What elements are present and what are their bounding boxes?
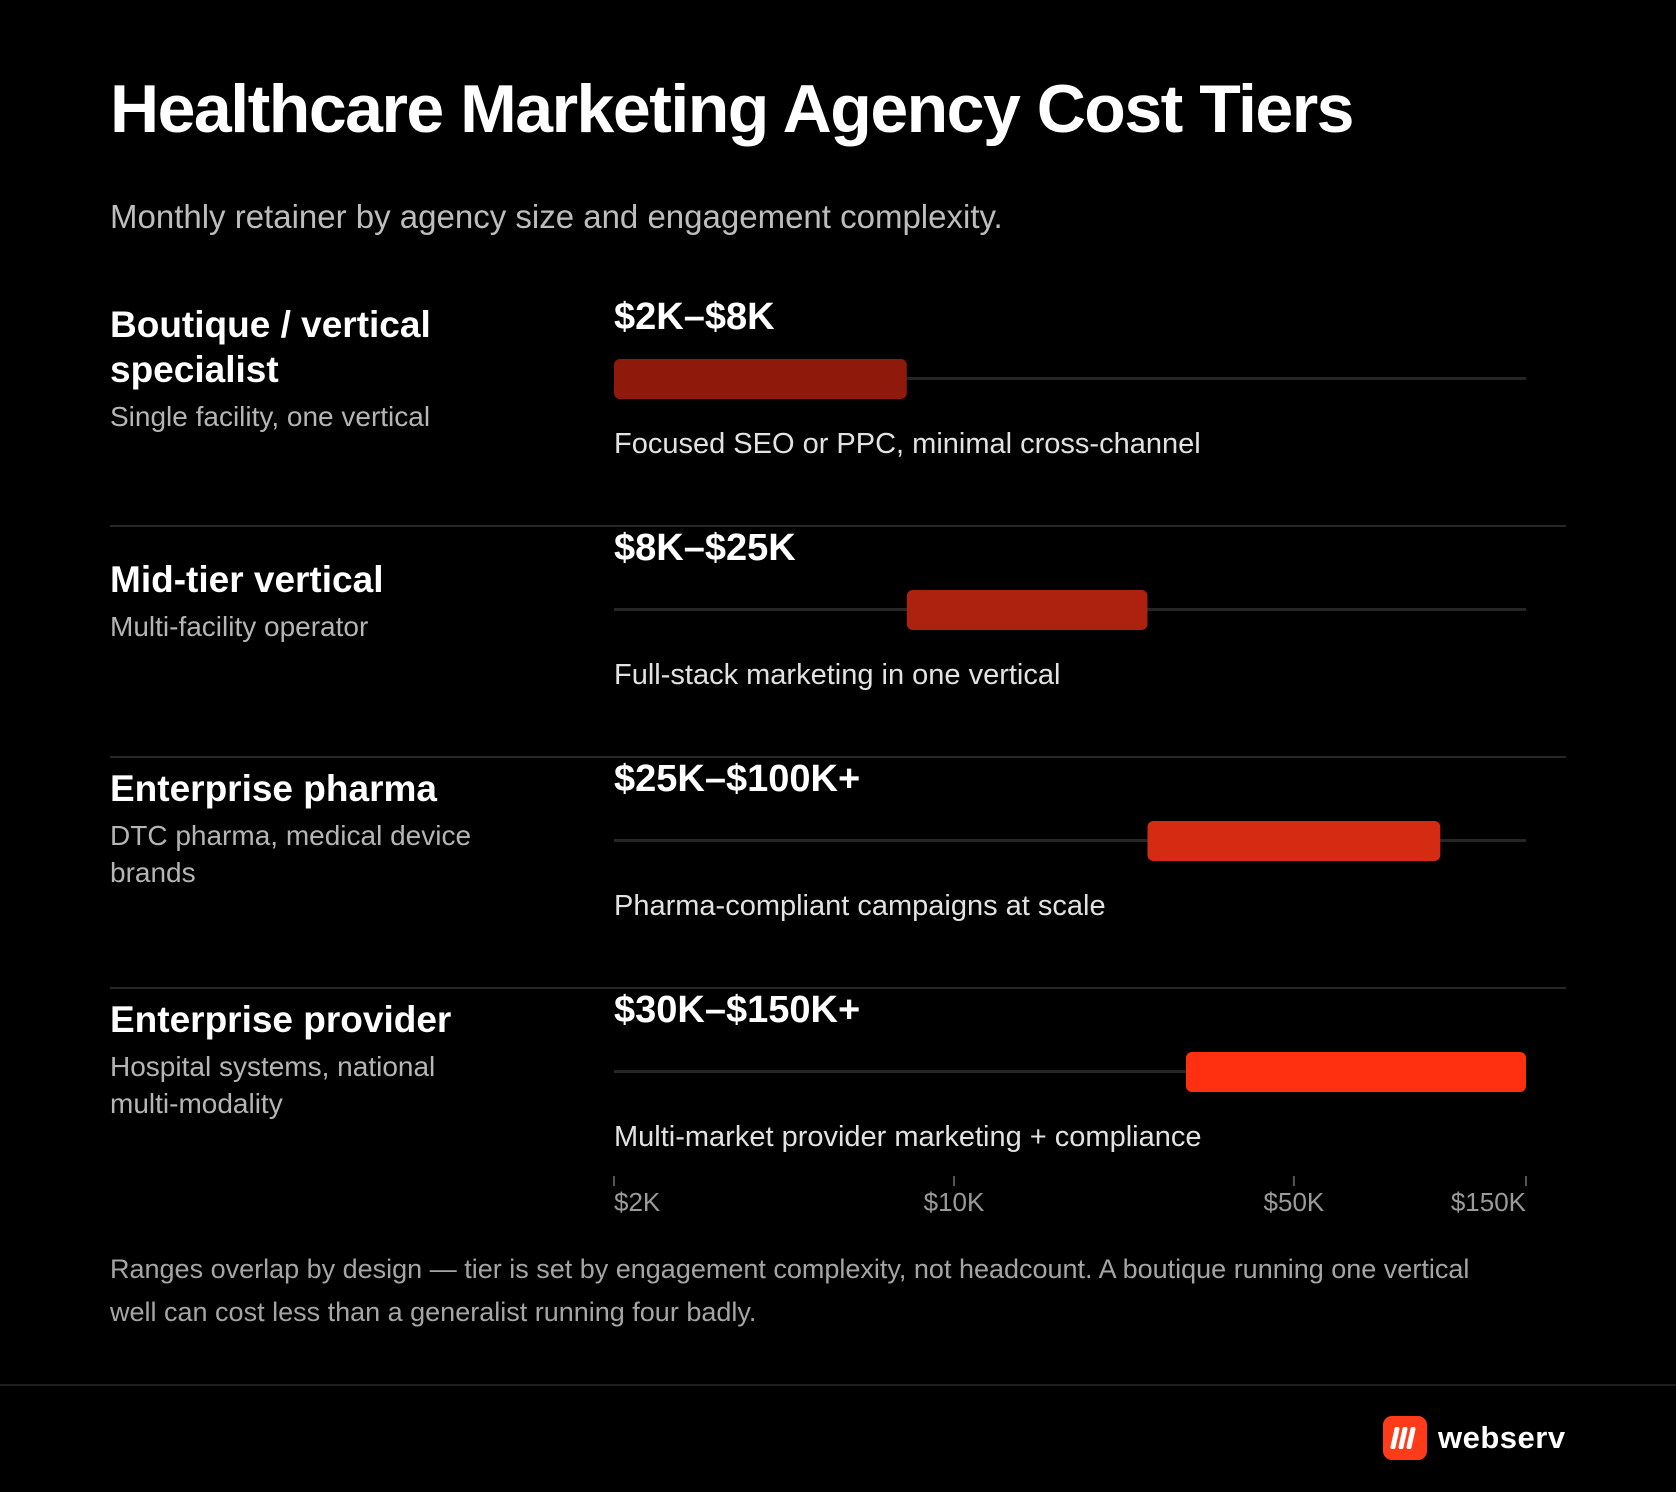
- page-subtitle: Monthly retainer by agency size and enga…: [110, 198, 1003, 235]
- brand-logo: webserv: [1383, 1415, 1566, 1461]
- page-title: Healthcare Marketing Agency Cost Tiers: [110, 71, 1355, 147]
- tier-note: Full-stack marketing in one vertical: [614, 659, 1061, 691]
- tier-note: Multi-market provider marketing + compli…: [614, 1121, 1202, 1153]
- tier-description: Single facility, one vertical: [110, 401, 431, 432]
- axis-tick: $50K: [1264, 1176, 1325, 1217]
- row-divider: [110, 525, 1566, 527]
- footnote: Ranges overlap by design — tier is set b…: [110, 1254, 1470, 1327]
- tier-name: Mid-tier vertical: [110, 559, 384, 600]
- axis-tick-label: $50K: [1264, 1187, 1325, 1217]
- webserv-logo-icon: [1383, 1416, 1427, 1460]
- tier-name: Enterprise pharma: [110, 768, 437, 809]
- axis-tick-label: $150K: [1451, 1187, 1527, 1217]
- tier-name: Boutique / vertical specialist: [110, 304, 431, 390]
- axis-tick-label: $10K: [924, 1187, 985, 1217]
- tier-row: Boutique / vertical specialist Single fa…: [110, 296, 1566, 527]
- range-bar: [1186, 1052, 1526, 1092]
- tier-row: Mid-tier vertical Multi-facility operato…: [110, 527, 1566, 758]
- tier-row: Enterprise pharma DTC pharma, medical de…: [110, 758, 1566, 989]
- track-line: [614, 839, 1526, 842]
- track-line: [614, 1070, 1526, 1073]
- tier-range-label: $8K–$25K: [614, 527, 796, 569]
- axis-tick-label: $2K: [614, 1187, 661, 1217]
- brand-name: webserv: [1438, 1420, 1566, 1455]
- range-bar: [1147, 821, 1441, 861]
- axis-tick: $150K: [1451, 1176, 1527, 1217]
- row-divider: [110, 987, 1566, 989]
- footer-divider: [0, 1384, 1676, 1386]
- tier-name: Enterprise provider: [110, 999, 452, 1040]
- tier-note: Focused SEO or PPC, minimal cross-channe…: [614, 428, 1201, 460]
- row-divider: [110, 756, 1566, 758]
- tier-range-label: $25K–$100K+: [614, 758, 861, 800]
- tier-bar-track: [614, 821, 1526, 861]
- tier-bar-track: [614, 1052, 1526, 1092]
- tier-note: Pharma-compliant campaigns at scale: [614, 890, 1106, 922]
- range-bar: [614, 359, 907, 399]
- tier-row: Enterprise provider Hospital systems, na…: [110, 989, 1566, 1220]
- tier-bar-track: [614, 590, 1526, 630]
- tier-description: Hospital systems, national multi-modalit…: [110, 1051, 436, 1119]
- tier-description: DTC pharma, medical device brands: [110, 820, 472, 888]
- tier-bar-track: [614, 359, 1526, 399]
- track-line: [614, 377, 1526, 380]
- tier-description: Multi-facility operator: [110, 611, 369, 642]
- tier-range-label: $30K–$150K+: [614, 989, 861, 1031]
- range-bar: [906, 590, 1148, 630]
- x-axis: $2K $10K $50K $150K: [613, 1176, 1527, 1217]
- tier-range-label: $2K–$8K: [614, 296, 775, 338]
- axis-tick: $10K: [924, 1176, 985, 1217]
- axis-tick: $2K: [613, 1176, 661, 1217]
